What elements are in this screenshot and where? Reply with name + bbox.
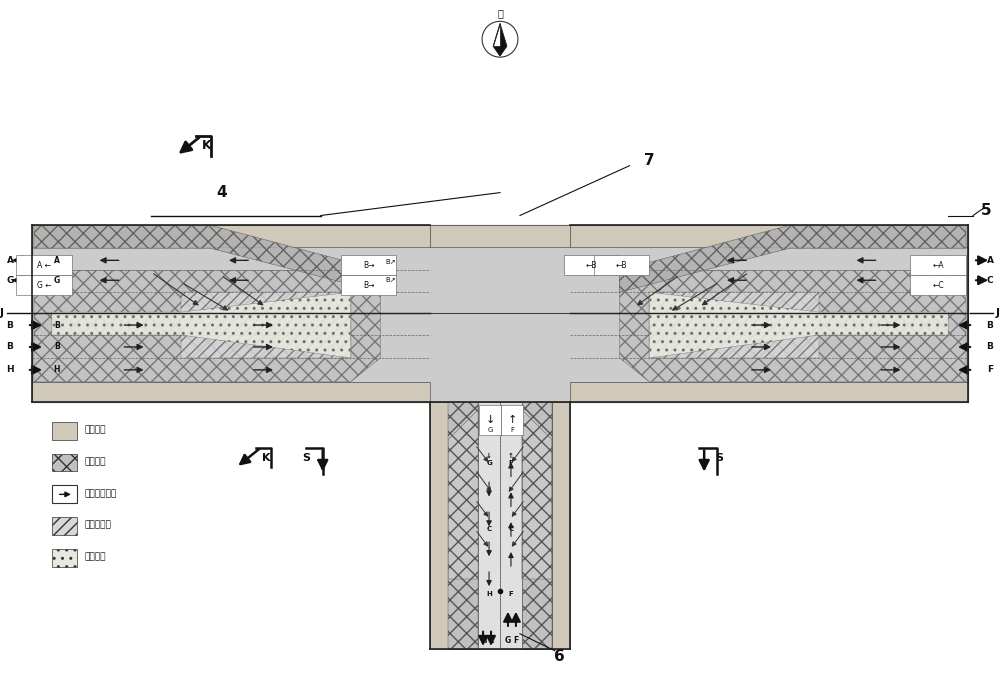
Bar [52,549,77,567]
Polygon shape [34,226,380,292]
Bar [52,422,77,439]
Polygon shape [649,292,819,358]
Text: S: S [715,452,723,462]
Polygon shape [448,410,478,579]
Text: B: B [54,343,60,352]
Polygon shape [52,292,351,358]
Text: ↓
G: ↓ G [486,453,492,466]
Text: G ←: G ← [37,281,51,290]
Text: A ←: A ← [37,261,51,270]
Text: C: C [987,276,993,285]
Text: 被褥绿化: 被褥绿化 [85,553,106,562]
Text: 4: 4 [216,185,226,200]
Text: ↑: ↑ [507,415,517,425]
Text: J: J [996,308,1000,318]
Bar [448,402,552,649]
Text: G: G [54,276,60,285]
Text: ←B: ←B [616,261,627,270]
Text: H: H [480,636,486,645]
Text: B: B [987,320,993,330]
Text: ↓: ↓ [485,415,495,425]
Text: F: F [987,365,993,375]
Text: H: H [54,365,60,375]
Text: B: B [7,343,13,352]
Text: 超重车道: 超重车道 [85,457,106,466]
Text: 步行区域: 步行区域 [85,425,106,434]
Bar [479,405,501,435]
Text: ↑
F: ↑ F [508,453,514,466]
Polygon shape [493,23,507,56]
Polygon shape [522,410,552,579]
FancyBboxPatch shape [448,402,478,649]
Polygon shape [649,292,948,358]
Text: A: A [986,256,993,265]
Text: J: J [0,308,4,318]
Bar [501,405,523,435]
FancyBboxPatch shape [32,226,430,248]
Text: ←A: ←A [932,261,944,270]
Text: A: A [7,256,14,265]
Text: G: G [6,276,14,285]
Polygon shape [620,226,966,292]
Text: G: G [487,426,493,432]
FancyBboxPatch shape [430,402,448,649]
Bar [341,256,396,275]
Text: F: F [513,636,519,645]
Bar [910,275,966,295]
Bar [341,275,396,295]
Text: K: K [201,139,211,152]
Text: H: H [6,365,14,375]
Polygon shape [181,292,351,358]
Text: K: K [262,452,270,462]
Text: 7: 7 [644,153,655,168]
Polygon shape [620,270,966,382]
Text: B→: B→ [363,261,374,270]
Text: 车道开降车道: 车道开降车道 [85,489,117,498]
Bar [564,256,620,275]
Polygon shape [493,23,500,46]
Polygon shape [34,270,380,382]
Text: ←B: ←B [586,261,597,270]
Bar [500,402,522,649]
Text: F: F [510,426,514,432]
Bar [16,275,72,295]
Text: ←C: ←C [932,281,944,290]
FancyBboxPatch shape [430,226,570,248]
Text: C: C [486,526,492,532]
Text: B↗: B↗ [385,277,396,284]
Text: B↗: B↗ [385,259,396,265]
Text: 北: 北 [497,8,503,18]
Bar [594,256,649,275]
Text: H: H [486,591,492,597]
Text: B: B [54,320,60,330]
FancyBboxPatch shape [570,382,968,402]
FancyBboxPatch shape [570,226,968,248]
Text: 下沉品车道: 下沉品车道 [85,521,112,530]
Text: A: A [54,256,60,265]
Bar [52,454,77,471]
Bar [52,517,77,535]
FancyBboxPatch shape [32,382,430,402]
Text: G: G [505,636,511,645]
Text: B: B [7,320,13,330]
Bar [478,402,500,649]
Bar [52,486,77,503]
FancyBboxPatch shape [522,402,552,649]
Text: F: F [509,591,513,597]
Bar [16,256,72,275]
Text: S: S [302,452,310,462]
FancyBboxPatch shape [552,402,570,649]
Text: C: C [488,636,494,645]
Text: B: B [987,343,993,352]
Text: 5: 5 [981,203,991,218]
Bar [910,256,966,275]
Bar [32,226,968,402]
Text: 6: 6 [554,649,565,664]
Text: C: C [508,526,514,532]
Text: B→: B→ [363,281,374,290]
